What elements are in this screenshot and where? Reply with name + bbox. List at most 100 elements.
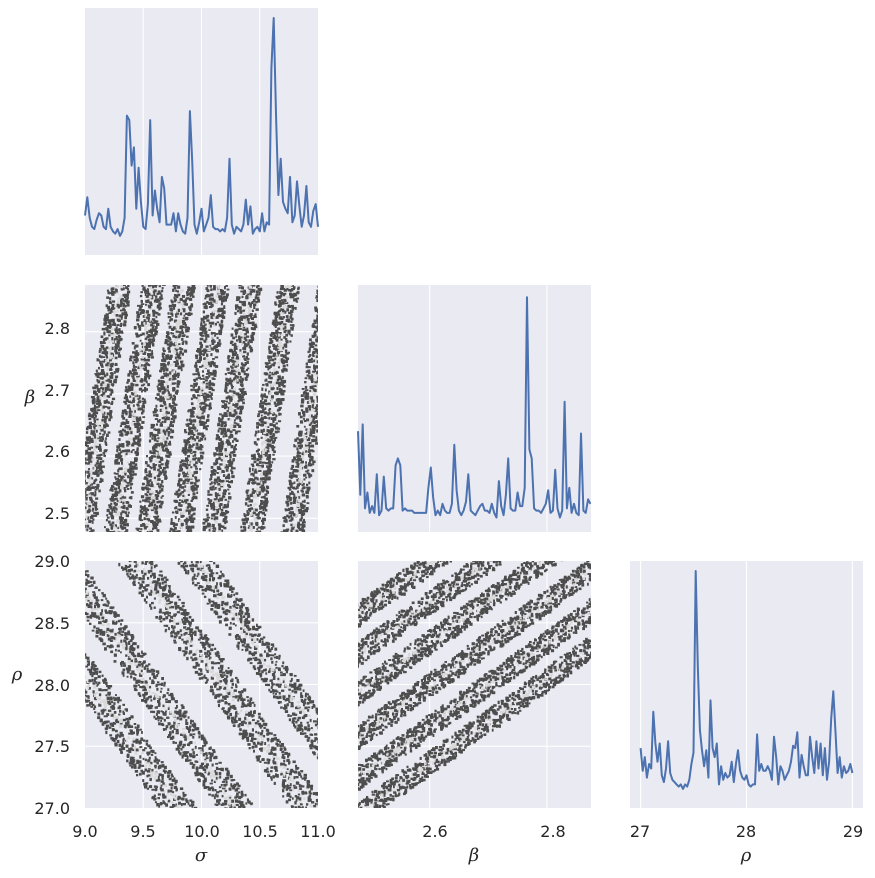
beta-vs-sigma-speck [210, 526, 213, 529]
beta-vs-sigma-speck [85, 501, 86, 505]
beta-vs-sigma-speck [158, 486, 162, 489]
beta-vs-sigma-speck [89, 460, 93, 463]
beta-vs-sigma-speck [126, 268, 129, 271]
beta-vs-sigma-speck [110, 330, 113, 333]
beta-vs-sigma-speck [171, 382, 175, 385]
beta-vs-sigma-speck [175, 345, 180, 349]
beta-vs-sigma-speck [87, 414, 91, 418]
beta-vs-sigma-speck [92, 507, 94, 511]
beta-vs-sigma-speck [145, 373, 149, 377]
beta-vs-sigma-speck [213, 488, 215, 491]
beta-vs-sigma-speck [124, 511, 128, 515]
beta-vs-sigma-speck [185, 558, 188, 561]
beta-vs-sigma-speck [143, 285, 147, 286]
beta-vs-sigma-speck [212, 261, 214, 264]
beta-vs-sigma-speck [85, 552, 87, 554]
beta-vs-sigma-speck [178, 499, 181, 501]
beta-vs-sigma-speck [199, 391, 204, 395]
beta-vs-sigma-speck [131, 373, 134, 375]
beta-vs-sigma-speck [203, 360, 206, 364]
beta-vs-sigma-speck [79, 482, 81, 485]
beta-vs-sigma-speck [100, 383, 103, 387]
beta-vs-sigma-speck [95, 504, 97, 508]
beta-vs-sigma-speck [151, 280, 154, 283]
beta-vs-sigma-speck [143, 477, 147, 480]
beta-vs-sigma-speck [210, 313, 213, 316]
beta-vs-sigma-speck [133, 545, 135, 548]
beta-vs-sigma-speck [130, 259, 132, 262]
beta-vs-sigma-speck [226, 277, 229, 280]
beta-vs-sigma-speck [217, 484, 219, 488]
beta-vs-sigma-speck [204, 365, 208, 368]
beta-vs-sigma-speck [142, 383, 146, 386]
beta-vs-sigma-speck [72, 567, 75, 569]
beta-vs-sigma-speck [207, 289, 210, 292]
beta-vs-sigma-speck [214, 548, 216, 551]
beta-vs-sigma-speck [147, 262, 150, 265]
beta-vs-sigma-speck [152, 314, 156, 317]
beta-vs-sigma-speck [161, 353, 165, 356]
beta-vs-sigma-speck [145, 552, 148, 555]
beta-vs-sigma-speck [216, 542, 219, 544]
beta-vs-sigma-speck [115, 458, 118, 463]
beta-vs-sigma-speck [120, 285, 123, 286]
beta-vs-sigma-speck [197, 458, 201, 462]
beta-vs-sigma-speck [220, 418, 224, 421]
beta-vs-sigma-speck [209, 262, 212, 265]
beta-vs-sigma-speck [213, 534, 216, 536]
beta-vs-sigma-speck [213, 255, 216, 258]
beta-vs-sigma-speck [155, 428, 159, 431]
beta-vs-sigma-speck [210, 466, 214, 469]
beta-vs-sigma-speck [87, 502, 91, 505]
beta-vs-sigma-speck [222, 280, 225, 283]
beta-vs-sigma-speck [64, 575, 66, 578]
beta-vs-sigma-speck [153, 540, 156, 542]
beta-vs-sigma-speck [167, 541, 170, 543]
beta-vs-sigma-speck [171, 411, 174, 414]
beta-vs-sigma-speck [100, 410, 104, 414]
beta-vs-sigma-speck [206, 516, 211, 519]
beta-vs-sigma-speck [232, 458, 235, 462]
beta-vs-sigma-speck [108, 334, 111, 337]
beta-vs-sigma-speck [195, 355, 198, 360]
beta-vs-sigma-speck [234, 342, 237, 347]
beta-vs-sigma-speck [123, 400, 127, 403]
beta-vs-sigma-speck [122, 527, 127, 530]
beta-vs-sigma-speck [107, 401, 110, 404]
beta-vs-sigma-speck [220, 440, 224, 444]
beta-vs-sigma-speck [166, 416, 169, 420]
beta-vs-sigma-speck [217, 548, 220, 551]
beta-vs-sigma-speck [136, 442, 140, 446]
beta-vs-sigma-speck [147, 355, 151, 358]
beta-vs-sigma-speck [214, 334, 217, 337]
beta-vs-sigma-speck [203, 320, 206, 324]
beta-vs-sigma-speck [149, 279, 151, 281]
beta-vs-sigma-speck [246, 357, 250, 360]
beta-vs-sigma-speck [217, 482, 221, 486]
beta-vs-sigma-speck [244, 322, 248, 325]
beta-vs-sigma-speck [126, 300, 130, 304]
beta-vs-sigma-speck [210, 470, 214, 473]
beta-vs-sigma-speck [130, 266, 133, 269]
beta-vs-sigma-speck [191, 275, 193, 278]
beta-vs-sigma-speck [219, 264, 221, 267]
beta-vs-sigma-speck [135, 422, 138, 426]
beta-vs-sigma-speck [132, 351, 135, 354]
beta-vs-sigma-speck [206, 285, 209, 287]
beta-vs-sigma-speck [144, 377, 148, 380]
beta-vs-sigma-speck [230, 424, 234, 427]
beta-vs-sigma-speck [182, 502, 186, 505]
beta-vs-sigma-speck [212, 358, 215, 360]
beta-vs-sigma-speck [204, 303, 207, 306]
beta-vs-sigma-speck [195, 361, 198, 365]
beta-vs-sigma-speck [71, 557, 74, 560]
beta-vs-sigma-speck [135, 378, 139, 380]
beta-vs-sigma-speck [190, 384, 193, 387]
beta-vs-sigma-speck [200, 558, 203, 561]
beta-vs-sigma-speck [112, 535, 115, 538]
beta-vs-sigma-speck [126, 488, 130, 490]
beta-vs-sigma-speck [222, 479, 225, 483]
beta-vs-sigma-speck [123, 487, 126, 490]
beta-vs-sigma-speck [110, 374, 114, 379]
contour-layers [64, 255, 591, 808]
